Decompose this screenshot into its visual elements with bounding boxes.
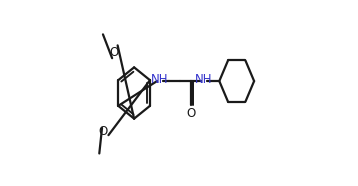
- Text: O: O: [109, 46, 118, 59]
- Text: NH: NH: [151, 73, 169, 86]
- Text: NH: NH: [195, 73, 213, 86]
- Text: O: O: [98, 125, 108, 138]
- Text: O: O: [186, 107, 195, 120]
